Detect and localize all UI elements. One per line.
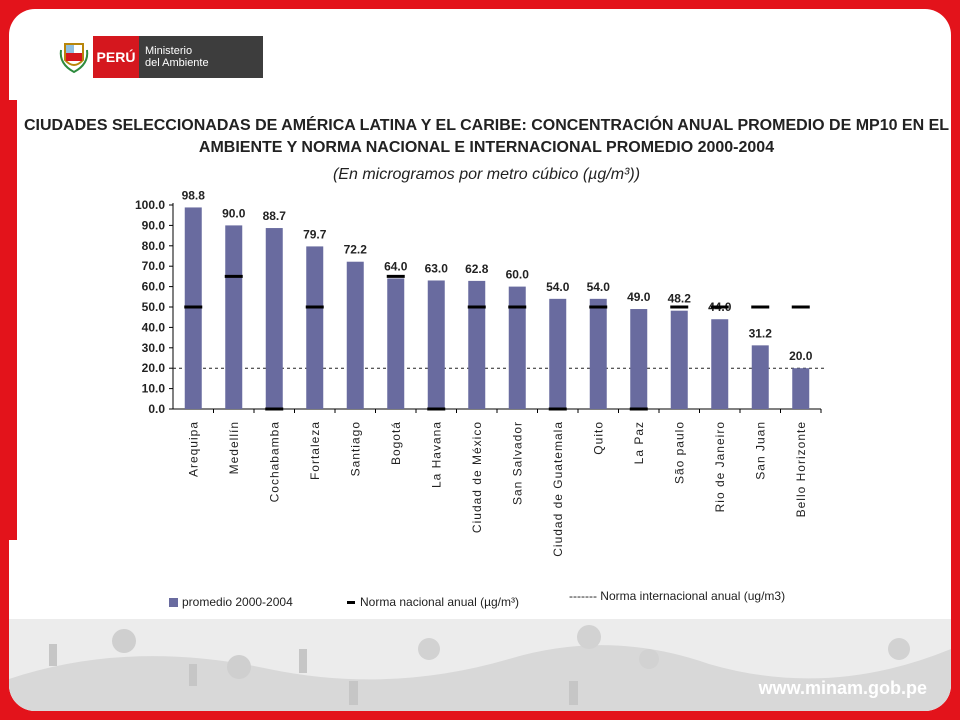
y-tick-label: 20.0 [142, 361, 166, 375]
landscape-illustration [9, 625, 951, 711]
y-tick-label: 40.0 [142, 320, 166, 334]
category-label: Ciudad de México [470, 421, 484, 533]
category-label: Medellín [227, 421, 241, 474]
bar [630, 309, 648, 409]
peru-label: PERÚ [93, 36, 139, 78]
value-label: 88.7 [263, 209, 287, 223]
value-label: 48.2 [668, 292, 692, 306]
category-label: San Juan [753, 421, 767, 480]
y-tick-label: 100.0 [135, 198, 165, 212]
y-tick-label: 60.0 [142, 280, 166, 294]
category-label: Rio de Janeiro [713, 421, 727, 512]
category-label: Quito [591, 421, 605, 455]
bar [387, 278, 405, 409]
chart-subtitle: (En microgramos por metro cúbico (µg/m³)… [332, 166, 641, 183]
value-label: 98.8 [182, 188, 206, 202]
y-tick-label: 10.0 [142, 382, 166, 396]
y-tick-label: 80.0 [142, 239, 166, 253]
category-label: Fortaleza [308, 421, 322, 480]
legend-item-bars: promedio 2000-2004 [169, 595, 293, 609]
value-label: 72.2 [344, 243, 368, 257]
footer-illustration: www.minam.gob.pe [9, 619, 951, 711]
value-label: 60.0 [506, 268, 530, 282]
category-label: Santiago [348, 421, 362, 476]
y-tick-label: 0.0 [148, 402, 165, 416]
value-label: 79.7 [303, 227, 327, 241]
category-label: La Paz [632, 421, 646, 464]
bar [792, 368, 810, 409]
slide: PERÚ Ministerio del Ambiente CIUDADES SE… [9, 9, 951, 711]
ministry-line-1: Ministerio [145, 45, 193, 57]
ministry-name: Ministerio del Ambiente [139, 36, 263, 78]
bar [468, 280, 486, 409]
value-label: 54.0 [546, 280, 570, 294]
category-label: La Havana [429, 421, 443, 488]
bar [670, 310, 688, 409]
chart-title: CIUDADES SELECCIONADAS DE AMÉRICA LATINA… [19, 115, 951, 159]
bar [346, 261, 364, 409]
category-label: Ciudad de Guatemala [551, 421, 565, 557]
category-label: Cochabamba [267, 421, 281, 502]
legend-national-label: Norma nacional anual (µg/m³) [360, 595, 519, 609]
value-label: 63.0 [425, 261, 449, 275]
category-label: São paulo [672, 421, 686, 484]
category-label: Bello Horizonte [794, 421, 808, 517]
bar [589, 298, 607, 409]
peru-coat-of-arms-icon [55, 36, 93, 78]
value-label: 90.0 [222, 206, 246, 220]
bar [711, 319, 729, 409]
value-label: 20.0 [789, 349, 813, 363]
bar [225, 225, 243, 409]
title-line-1: CIUDADES SELECCIONADAS DE AMÉRICA LATINA… [23, 117, 950, 134]
value-label: 54.0 [587, 280, 611, 294]
value-label: 62.8 [465, 262, 489, 276]
category-label: San Salvador [510, 421, 524, 505]
bar [427, 280, 445, 409]
chart-legend: promedio 2000-2004 Norma nacional anual … [169, 589, 809, 619]
legend-international-label: ------- Norma internacional anual (ug/m3… [569, 589, 786, 603]
bar [508, 286, 526, 409]
title-line-2: AMBIENTE Y NORMA NACIONAL E INTERNACIONA… [198, 139, 775, 156]
legend-bar-swatch [169, 597, 178, 607]
bar [306, 246, 324, 409]
y-tick-label: 90.0 [142, 218, 166, 232]
value-label: 31.2 [749, 326, 773, 340]
y-tick-label: 70.0 [142, 259, 166, 273]
legend-national-dash [347, 600, 355, 604]
legend-item-national: Norma nacional anual (µg/m³) [347, 595, 519, 609]
bar [751, 345, 769, 409]
ministry-logo: PERÚ Ministerio del Ambiente [55, 36, 263, 78]
y-tick-label: 50.0 [142, 300, 166, 314]
legend-bars-label: promedio 2000-2004 [182, 595, 293, 609]
y-tick-label: 30.0 [142, 341, 166, 355]
category-label: Arequipa [186, 421, 200, 477]
value-label: 49.0 [627, 290, 651, 304]
bar-chart: 100.0 90.0 80.0 70.0 60.0 50.0 40.0 30.0 20.0 10.… [135, 188, 827, 557]
value-label: 64.0 [384, 259, 408, 273]
category-label: Bogotá [389, 421, 403, 465]
ministry-line-2: del Ambiente [145, 57, 209, 69]
side-accent-bar [9, 100, 17, 540]
website-url[interactable]: www.minam.gob.pe [758, 678, 927, 698]
bar [265, 228, 283, 409]
legend-item-international: ------- Norma internacional anual (ug/m3… [569, 589, 785, 603]
bar [549, 298, 567, 409]
